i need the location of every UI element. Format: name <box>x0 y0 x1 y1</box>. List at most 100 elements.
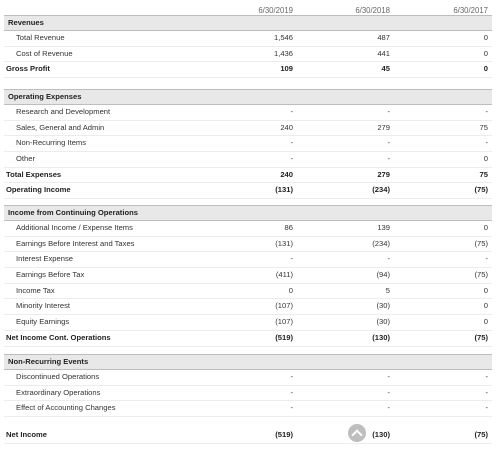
row-value: - <box>387 403 390 413</box>
row-value: - <box>485 107 488 116</box>
table-row: Equity Earnings (107) (30) 0 <box>4 315 492 331</box>
row-label: Total Expenses <box>6 169 62 179</box>
row-value: (75) <box>474 430 488 439</box>
row-value: 1,436 <box>273 48 293 58</box>
row-value: 0 <box>483 33 488 42</box>
row-value: 0 <box>483 48 488 58</box>
section-2: Income from Continuing Operations Additio… <box>4 205 492 347</box>
row-value: - <box>485 403 488 413</box>
row-label: Extraordinary Operations <box>16 387 101 397</box>
row-value: 0 <box>483 223 488 232</box>
row-value: 75 <box>479 169 488 179</box>
row-label: Earnings Before Tax <box>16 270 85 280</box>
row-value: 0 <box>483 285 488 295</box>
row-label: Cost of Revenue <box>16 48 73 58</box>
table-row: Effect of Accounting Changes - - - <box>4 401 492 418</box>
row-value: - <box>290 138 293 148</box>
row-value: - <box>387 107 390 116</box>
row-value: (130) <box>372 430 390 439</box>
row-label: Effect of Accounting Changes <box>16 403 116 413</box>
table-row: Net Income (519) (130) (75) <box>4 428 492 444</box>
row-value: - <box>290 387 293 397</box>
section-4: Net Income (519) (130) (75) <box>4 428 492 444</box>
row-label: Research and Development <box>16 107 111 116</box>
table-row: Income Tax 0 5 0 <box>4 284 492 300</box>
section-title: Non-Recurring Events <box>4 354 492 370</box>
table-row: Other - - 0 <box>4 152 492 168</box>
row-label: Discontinued Operations <box>16 372 100 381</box>
row-value: - <box>387 154 390 164</box>
scroll-to-top-button[interactable] <box>348 424 366 442</box>
table-row: Total Expenses 240 279 75 <box>4 168 492 184</box>
row-value: 279 <box>377 169 390 179</box>
row-value: - <box>387 138 390 148</box>
table-row: Non-Recurring Items - - - <box>4 136 492 153</box>
row-label: Net Income Cont. Operations <box>6 332 111 342</box>
row-value: - <box>387 254 390 264</box>
row-label: Net Income <box>6 430 47 439</box>
row-value: 0 <box>483 154 488 164</box>
row-label: Interest Expense <box>16 254 73 264</box>
row-value: (131) <box>275 238 293 248</box>
row-value: (107) <box>275 301 293 311</box>
row-value: - <box>485 372 488 381</box>
row-label: Equity Earnings <box>16 317 70 327</box>
row-label: Non-Recurring Items <box>16 138 87 148</box>
row-value: (75) <box>474 270 488 280</box>
row-value: (411) <box>275 270 293 280</box>
row-value: 45 <box>381 64 390 74</box>
row-value: (75) <box>474 238 488 248</box>
row-value: (131) <box>275 185 293 195</box>
section-1: Operating Expenses Research and Developme… <box>4 89 492 200</box>
table-row: Research and Development - - - <box>4 105 492 121</box>
row-value: 109 <box>280 64 293 74</box>
row-label: Operating Income <box>6 185 71 195</box>
table-row: Gross Profit 109 45 0 <box>4 62 492 79</box>
row-value: 487 <box>377 33 390 42</box>
column-header-2018: 6/30/2018 <box>355 6 390 15</box>
column-header-2017: 6/30/2017 <box>453 6 488 15</box>
row-label: Minority Interest <box>16 301 71 311</box>
row-value: (107) <box>275 317 293 327</box>
table-row: Additional Income / Expense Items 86 139 0 <box>4 221 492 237</box>
section-0: Revenues Total Revenue 1,546 487 0 Cost of Re… <box>4 15 492 79</box>
row-value: 240 <box>280 122 293 132</box>
row-value: - <box>290 403 293 413</box>
section-title: Income from Continuing Operations <box>4 205 492 221</box>
table-row: Cost of Revenue 1,436 441 0 <box>4 47 492 63</box>
row-value: (30) <box>376 317 390 327</box>
row-value: 0 <box>483 301 488 311</box>
row-value: (30) <box>376 301 390 311</box>
section-title: Revenues <box>4 15 492 31</box>
row-value: 139 <box>377 223 390 232</box>
table-row: Minority Interest (107) (30) 0 <box>4 299 492 316</box>
table-row: Sales, General and Admin 240 279 75 <box>4 121 492 137</box>
row-label: Income Tax <box>16 285 55 295</box>
row-label: Earnings Before Interest and Taxes <box>16 238 135 248</box>
row-value: (94) <box>376 270 390 280</box>
row-value: 5 <box>385 285 390 295</box>
table-row: Discontinued Operations - - - <box>4 370 492 386</box>
row-value: (75) <box>474 185 488 195</box>
row-value: 86 <box>284 223 293 232</box>
row-label: Gross Profit <box>6 64 50 74</box>
row-value: (130) <box>372 332 390 342</box>
table-row: Extraordinary Operations - - - <box>4 386 492 402</box>
row-value: - <box>485 254 488 264</box>
table-row: Net Income Cont. Operations (519) (130) (75… <box>4 331 492 347</box>
row-label: Total Revenue <box>16 33 65 42</box>
table-row: Interest Expense - - - <box>4 252 492 269</box>
row-value: - <box>290 372 293 381</box>
row-value: 0 <box>483 317 488 327</box>
row-value: 1,546 <box>273 33 293 42</box>
row-value: - <box>290 154 293 164</box>
row-value: - <box>387 387 390 397</box>
row-value: 0 <box>483 64 488 74</box>
row-label: Other <box>16 154 35 164</box>
section-3: Non-Recurring Events Discontinued Operati… <box>4 354 492 418</box>
row-label: Additional Income / Expense Items <box>16 223 133 232</box>
column-header: 6/30/2019 6/30/2018 6/30/2017 <box>0 3 500 19</box>
row-value: 75 <box>479 122 488 132</box>
row-value: 441 <box>377 48 390 58</box>
row-value: 0 <box>288 285 293 295</box>
